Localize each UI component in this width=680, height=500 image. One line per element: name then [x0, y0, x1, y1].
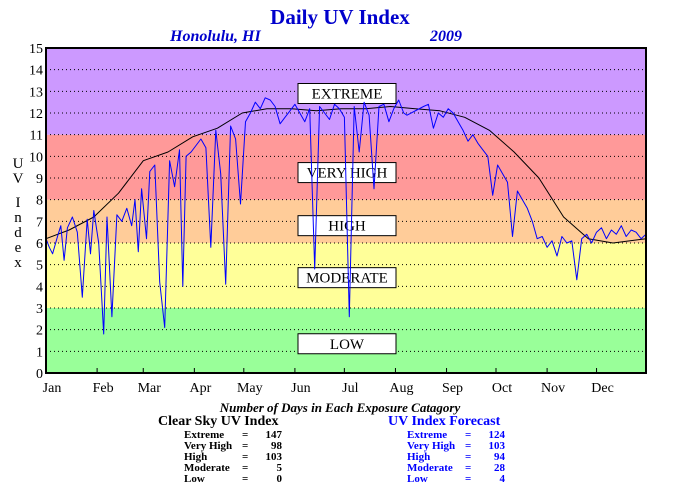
y-tick-label: 5	[36, 259, 43, 274]
clear-sky-count-label: Low	[184, 473, 205, 485]
x-tick-label: Aug	[389, 381, 413, 396]
y-tick-label: 13	[29, 85, 43, 100]
chart-canvas: Daily UV Index Honolulu, HI 2009 LOW MODE…	[13, 5, 647, 396]
counts-caption: Number of Days in Each Exposure Catagory	[219, 400, 461, 415]
clear-sky-title: Clear Sky UV Index	[158, 414, 279, 429]
forecast-count-value: 4	[499, 473, 506, 485]
x-tick-label: Feb	[93, 381, 114, 396]
clear-sky-count-label: Extreme	[184, 429, 225, 441]
equals-sign: =	[465, 473, 472, 485]
y-tick-label: 4	[36, 280, 43, 295]
y-tick-label: 7	[36, 215, 43, 230]
y-tick-label: 6	[36, 237, 43, 252]
clear-sky-count-value: 0	[276, 473, 283, 485]
x-tick-label: Jun	[291, 381, 310, 396]
clear-sky-count-value: 147	[265, 429, 283, 441]
y-tick-label: 3	[36, 302, 43, 317]
x-tick-label: Apr	[189, 381, 211, 396]
chart-subtitle-location: Honolulu, HI	[169, 28, 261, 45]
forecast-count-label: Very High	[407, 440, 456, 452]
y-tick-label: 15	[29, 42, 43, 57]
x-tick-label: Jan	[43, 381, 62, 396]
forecast-count-label: Moderate	[407, 462, 453, 474]
clear-sky-counts: Extreme = 147 Very High = 98 High = 103 Moderate =…	[184, 430, 282, 485]
clear-sky-line	[45, 106, 647, 244]
clear-sky-count-row: Very High = 98	[184, 441, 282, 452]
band-label: EXTREME	[312, 87, 383, 103]
y-tick-label: 12	[29, 107, 43, 122]
band-label-box	[297, 267, 397, 289]
forecast-count-label: Extreme	[407, 429, 448, 441]
y-tick-label: 10	[29, 150, 43, 165]
equals-sign: =	[465, 451, 472, 463]
forecast-counts: Extreme = 124 Very High = 103 High = 94 Moderate =…	[407, 430, 505, 485]
equals-sign: =	[242, 429, 249, 441]
equals-sign: =	[465, 440, 472, 452]
y-tick-label: 0	[36, 367, 43, 382]
equals-sign: =	[465, 429, 472, 441]
equals-sign: =	[242, 473, 249, 485]
y-tick-label: 14	[29, 64, 43, 79]
equals-sign: =	[242, 451, 249, 463]
forecast-count-row: Extreme = 124	[407, 430, 505, 441]
y-tick-label: 11	[30, 129, 43, 144]
band-label: LOW	[330, 337, 365, 353]
band-label: MODERATE	[306, 271, 388, 287]
forecast-line	[45, 97, 647, 335]
clear-sky-count-row: Low = 0	[184, 474, 282, 485]
clear-sky-count-row: Extreme = 147	[184, 430, 282, 441]
x-tick-label: Oct	[492, 381, 512, 396]
chart-subtitle-year: 2009	[429, 28, 462, 45]
forecast-count-value: 103	[488, 440, 506, 452]
x-tick-label: Mar	[138, 381, 162, 396]
forecast-count-value: 28	[494, 462, 505, 474]
y-tick-label: 9	[36, 172, 43, 187]
forecast-count-value: 94	[494, 451, 505, 463]
clear-sky-count-label: High	[184, 451, 208, 463]
x-tick-label: Jul	[342, 381, 358, 396]
clear-sky-count-label: Very High	[184, 440, 233, 452]
equals-sign: =	[465, 462, 472, 474]
clear-sky-count-row: Moderate = 5	[184, 463, 282, 474]
x-tick-label: May	[237, 381, 263, 396]
band-label-box	[297, 333, 397, 355]
forecast-count-label: High	[407, 451, 431, 463]
band-label-box	[297, 83, 397, 104]
forecast-count-label: Low	[407, 473, 428, 485]
x-tick-label: Sep	[442, 381, 463, 396]
forecast-count-row: Very High = 103	[407, 441, 505, 452]
y-tick-label: 1	[36, 345, 43, 360]
clear-sky-count-value: 103	[265, 451, 283, 463]
x-tick-label: Dec	[591, 381, 614, 396]
equals-sign: =	[242, 440, 249, 452]
plot-frame	[45, 47, 647, 374]
forecast-count-row: Moderate = 28	[407, 463, 505, 474]
y-tick-label: 8	[36, 194, 43, 209]
forecast-count-value: 124	[488, 429, 506, 441]
forecast-count-row: High = 94	[407, 452, 505, 463]
x-tick-label: Nov	[541, 381, 565, 396]
band-label-box	[297, 162, 397, 184]
band-label: VERY HIGH	[307, 166, 388, 182]
chart-title: Daily UV Index	[270, 5, 410, 29]
clear-sky-count-row: High = 103	[184, 452, 282, 463]
clear-sky-count-value: 5	[276, 462, 283, 474]
y-tick-label: 2	[36, 324, 43, 339]
forecast-count-row: Low = 4	[407, 474, 505, 485]
equals-sign: =	[242, 462, 249, 474]
forecast-title: UV Index Forecast	[388, 414, 501, 429]
clear-sky-count-value: 98	[271, 440, 282, 452]
clear-sky-count-label: Moderate	[184, 462, 230, 474]
